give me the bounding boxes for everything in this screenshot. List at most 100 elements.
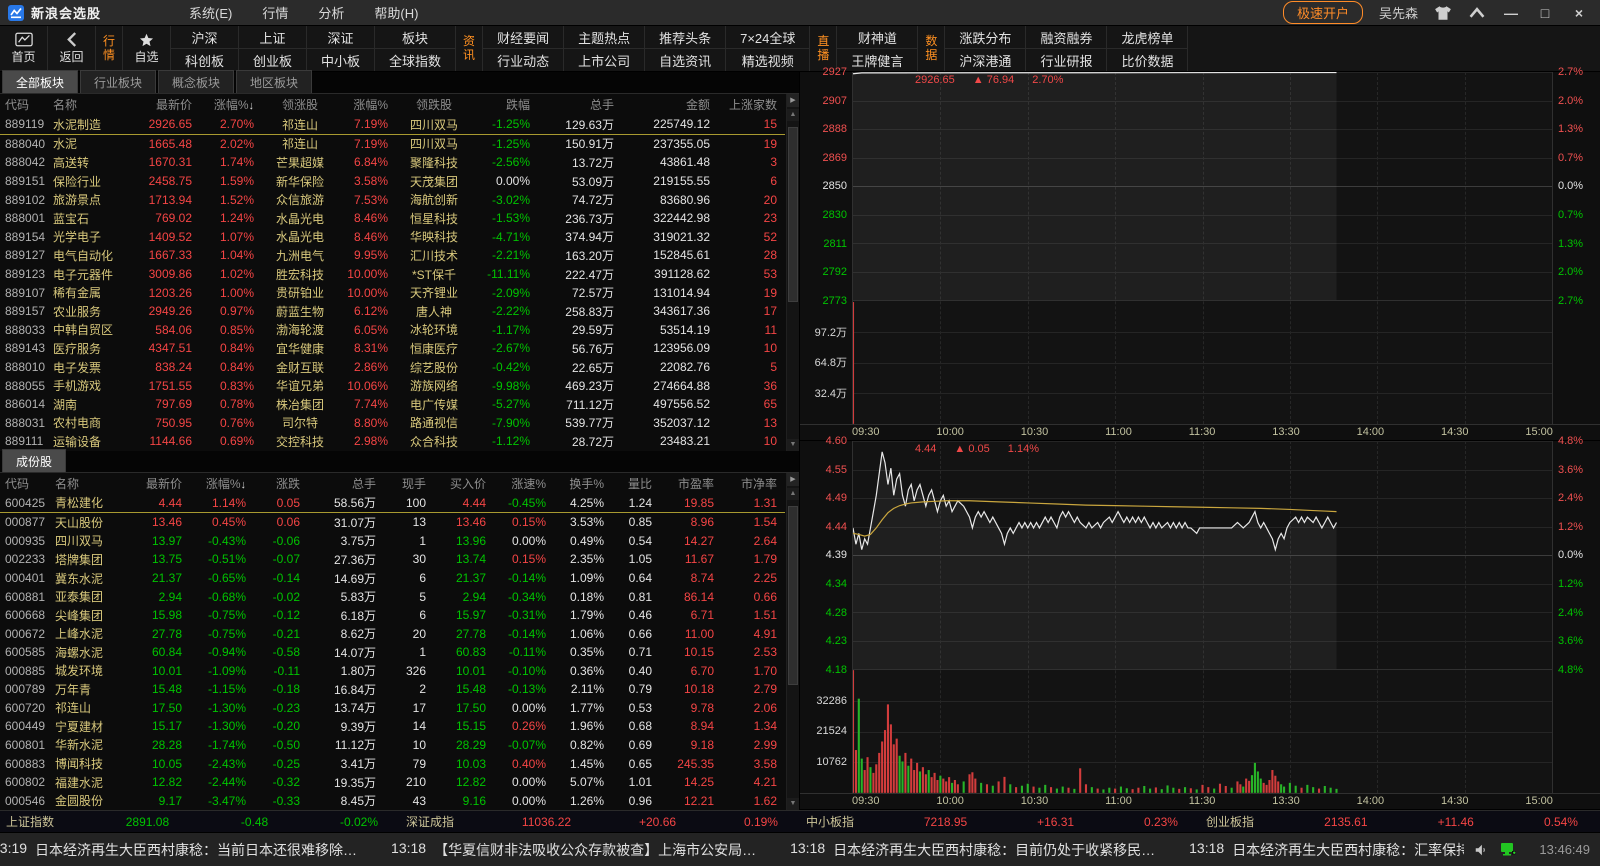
column-header[interactable]: 领跌股 [415, 98, 452, 112]
scroll-thumb[interactable] [788, 505, 798, 685]
nav-item[interactable]: 王牌健言 [851, 53, 904, 69]
index-segment-中小板指[interactable]: 中小板指 7218.95 +16.31 0.23% [800, 813, 1200, 830]
table-row[interactable]: 888055 手机游戏 1751.55 0.83% 华谊兄弟 10.06% 游族网络 -9.9… [0, 376, 785, 395]
table-row[interactable]: 000401 冀东水泥 21.37 -0.65% -0.14 14.69万 6 21.37 -0… [0, 569, 785, 588]
nav-item[interactable]: 财经要闻 [483, 26, 564, 49]
nav-item[interactable]: 龙虎榜单 [1107, 26, 1188, 49]
index-segment-上证指数[interactable]: 上证指数 2891.08 -0.48 -0.02% [0, 813, 400, 830]
table-row[interactable]: 889157 农业服务 2949.26 0.97% 蔚蓝生物 6.12% 唐人神 -2.22%… [0, 302, 785, 321]
table-row[interactable]: 000546 金圆股份 9.17 -3.47% -0.33 8.45万 43 9.16 0.00… [0, 791, 785, 810]
nav-item[interactable]: 精选视频 [741, 53, 794, 69]
table-row[interactable]: 000789 万年青 15.48 -1.15% -0.18 16.84万 2 15.48 -0.… [0, 680, 785, 699]
table-row[interactable]: 600425 青松建化 4.44 1.14% 0.05 58.56万 100 4.44 -0.4… [0, 494, 785, 514]
table-row[interactable]: 889127 电气自动化 1667.33 1.04% 九洲电气 9.95% 汇川技术 -2.2… [0, 246, 785, 265]
table-row[interactable]: 600881 亚泰集团 2.94 -0.68% -0.02 5.83万 5 2.94 -0.34… [0, 587, 785, 606]
sector-table-header[interactable]: 代码 名称 最新价 涨幅%↓ 领涨股 涨幅% 领跌股 跌幅 总手 金额 上涨家数 [0, 94, 785, 115]
skin-icon[interactable] [1434, 5, 1452, 21]
expand-right-icon[interactable]: ▶ [787, 94, 799, 107]
column-header[interactable]: 代码 [5, 98, 30, 112]
table-row[interactable]: 888010 电子发票 838.24 0.84% 金财互联 2.86% 综艺股份 -0.42%… [0, 358, 785, 377]
table-row[interactable]: 600668 尖峰集团 15.98 -0.75% -0.12 6.18万 6 15.97 -0.… [0, 606, 785, 625]
column-header[interactable]: 买入价 [449, 476, 486, 491]
speaker-icon[interactable] [1474, 843, 1488, 857]
connection-status-icon[interactable] [1500, 842, 1516, 857]
table-row[interactable]: 889154 光学电子 1409.52 1.07% 水晶光电 8.46% 华映科技 -4.71… [0, 228, 785, 247]
table-row[interactable]: 600449 宁夏建材 15.17 -1.30% -0.20 9.39万 14 15.15 0.… [0, 717, 785, 736]
news-item[interactable]: 13:19 日本经济再生大臣西村康稔：当前日本还很难移除… [0, 840, 357, 860]
nav-item[interactable]: 上市公司 [578, 53, 631, 69]
nav-watchlist[interactable]: 自选 [123, 26, 171, 71]
table-row[interactable]: 888042 高送转 1670.31 1.74% 芒果超媒 6.84% 聚隆科技 -2.56%… [0, 153, 785, 172]
menu-item[interactable]: 系统(E) [189, 6, 233, 21]
chart-plot-area[interactable]: 4.44 ▲ 0.05 1.14% [852, 441, 1553, 793]
nav-section-label[interactable]: 直播 [810, 26, 838, 71]
column-header[interactable]: 现手 [401, 476, 426, 491]
column-header[interactable]: 涨速% [511, 476, 546, 491]
constituent-table-scrollbar[interactable]: ▶ ▲ ▼ [786, 472, 799, 810]
table-row[interactable]: 600585 海螺水泥 60.84 -0.94% -0.58 14.07万 1 60.83 -0… [0, 643, 785, 662]
table-row[interactable]: 600720 祁连山 17.50 -1.30% -0.23 13.74万 17 17.50 0.… [0, 699, 785, 718]
nav-section-label[interactable]: 数据 [918, 26, 946, 71]
column-header[interactable]: 市净率 [740, 476, 777, 491]
nav-item[interactable]: 融资融券 [1026, 26, 1107, 49]
nav-item[interactable]: 沪深 [171, 26, 239, 49]
nav-item[interactable]: 全球指数 [389, 53, 442, 69]
nav-item[interactable]: 行业研报 [1040, 53, 1093, 69]
column-header[interactable]: 涨跌 [275, 476, 300, 491]
nav-item[interactable]: 7×24全球 [726, 26, 810, 49]
column-header[interactable]: 涨幅%↓ [205, 476, 246, 491]
nav-item[interactable]: 科创板 [185, 53, 225, 69]
column-header[interactable]: 市盈率 [677, 476, 714, 491]
table-row[interactable]: 600801 华新水泥 28.28 -1.74% -0.50 11.12万 10 28.29 -… [0, 736, 785, 755]
news-item[interactable]: 13:18 日本经济再生大臣西村康稔：汇率保持相对稳定。… [1189, 840, 1464, 860]
column-header[interactable]: 总手 [589, 98, 614, 112]
table-row[interactable]: 600802 福建水泥 12.82 -2.44% -0.32 19.35万 210 12.82… [0, 773, 785, 792]
menu-item[interactable]: 行情 [262, 6, 289, 21]
column-header[interactable]: 名称 [55, 476, 80, 491]
table-row[interactable]: 600883 博闻科技 10.05 -2.43% -0.25 3.41万 79 10.03 0.… [0, 754, 785, 773]
column-header[interactable]: 量比 [627, 476, 652, 491]
column-header[interactable]: 总手 [351, 476, 376, 491]
column-header[interactable]: 领涨股 [281, 98, 318, 112]
close-button[interactable]: × [1574, 4, 1584, 21]
table-row[interactable]: 889151 保险行业 2458.75 1.59% 新华保险 3.58% 天茂集团 0.00%… [0, 172, 785, 191]
index-segment-创业板指[interactable]: 创业板指 2135.61 +11.46 0.54% [1200, 813, 1600, 830]
column-header[interactable]: 最新价 [145, 476, 182, 491]
table-row[interactable]: 889107 稀有金属 1203.26 1.00% 贵研铂业 10.00% 天齐锂业 -2.0… [0, 283, 785, 302]
tab-constituents[interactable]: 成份股 [2, 448, 67, 472]
nav-item[interactable]: 创业板 [253, 53, 293, 69]
nav-item[interactable]: 推荐头条 [645, 26, 726, 49]
news-item[interactable]: 13:18 【华夏信财非法吸收公众存款被查】上海市公安局… [391, 840, 756, 860]
collapse-toolbar-icon[interactable] [1468, 5, 1486, 21]
table-row[interactable]: 889143 医疗服务 4347.51 0.84% 宜华健康 8.31% 恒康医疗 -2.67… [0, 339, 785, 358]
table-row[interactable]: 889111 运输设备 1144.66 0.69% 交控科技 2.98% 众合科技 -1.12… [0, 432, 785, 451]
nav-section-label[interactable]: 资讯 [456, 26, 484, 71]
column-header[interactable]: 代码 [5, 476, 30, 491]
table-row[interactable]: 002233 塔牌集团 13.75 -0.51% -0.07 27.36万 30 13.74 0… [0, 550, 785, 569]
column-header[interactable]: 名称 [53, 98, 78, 112]
column-header[interactable]: 上涨家数 [728, 98, 777, 112]
column-header[interactable]: 跌幅 [505, 98, 530, 112]
nav-item[interactable]: 中小板 [321, 53, 361, 69]
scroll-up-icon[interactable]: ▲ [787, 487, 799, 500]
nav-item[interactable]: 财神道 [837, 26, 918, 49]
table-row[interactable]: 888001 蓝宝石 769.02 1.24% 水晶光电 8.46% 恒星科技 -1.53% 2… [0, 209, 785, 228]
nav-item[interactable]: 比价数据 [1121, 53, 1174, 69]
news-item[interactable]: 13:18 日本经济再生大臣西村康稔：目前仍处于收紧移民… [790, 840, 1155, 860]
sector-table-scrollbar[interactable]: ▶ ▲ ▼ [786, 94, 799, 451]
scroll-thumb[interactable] [788, 127, 798, 302]
constituent-table-header[interactable]: 代码 名称 最新价 涨幅%↓ 涨跌 总手 现手 买入价 涨速% 换手% 量比 市盈率 市净率 [0, 473, 785, 494]
tab-board-2[interactable]: 概念板块 [158, 70, 235, 93]
scroll-up-icon[interactable]: ▲ [787, 109, 799, 121]
tab-board-0[interactable]: 全部板块 [2, 70, 79, 93]
table-row[interactable]: 888033 中韩自贸区 584.06 0.85% 渤海轮渡 6.05% 冰轮环境 -1.17… [0, 321, 785, 340]
nav-item[interactable]: 主题热点 [564, 26, 645, 49]
table-row[interactable]: 886014 湖南 797.69 0.78% 株冶集团 7.74% 电广传媒 -5.27% 71… [0, 395, 785, 414]
column-header[interactable]: 涨幅%↓ [213, 98, 254, 112]
scroll-track[interactable] [787, 500, 799, 798]
nav-item[interactable]: 深证 [307, 26, 375, 49]
table-row[interactable]: 000672 上峰水泥 27.78 -0.75% -0.21 8.62万 20 27.78 -0… [0, 624, 785, 643]
chart-plot-area[interactable]: 2926.65 ▲ 76.94 2.70% [852, 72, 1553, 424]
nav-home[interactable]: 首页 [0, 26, 48, 71]
expand-right-icon[interactable]: ▶ [787, 472, 799, 486]
